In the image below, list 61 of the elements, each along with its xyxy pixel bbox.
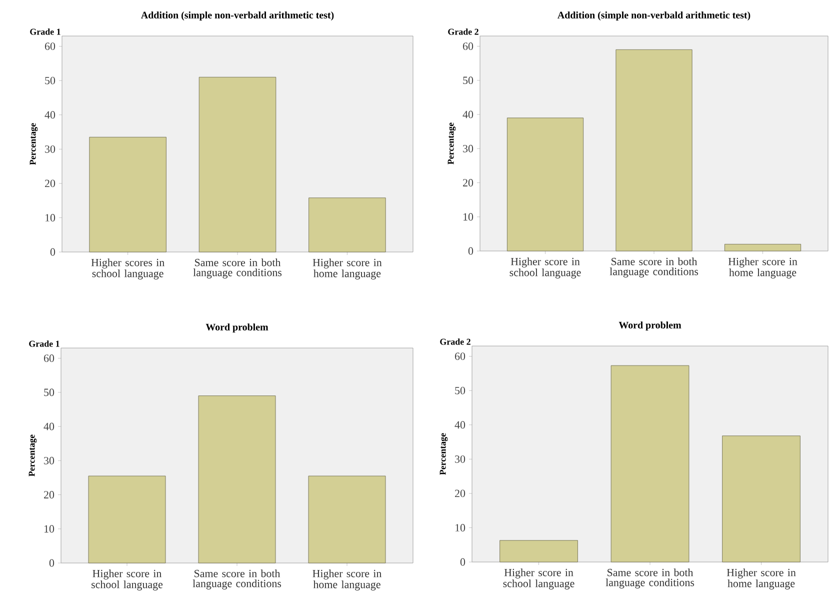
y-tick-label: 30 [44, 456, 54, 464]
chart-title: Word problem [618, 321, 682, 331]
x-tick-label: Same score in both language conditions [610, 258, 698, 278]
bar [198, 76, 276, 252]
chart-subtitle: Grade 1 [30, 28, 60, 35]
y-tick-label: 0 [50, 248, 56, 256]
bar [308, 198, 386, 252]
bar [610, 365, 690, 562]
y-tick-label: 20 [45, 180, 56, 188]
bar [500, 540, 578, 562]
y-tick-label: 30 [45, 145, 56, 153]
x-tick-label: Same score in both language conditions [193, 258, 282, 278]
bar [724, 244, 802, 252]
y-axis-title: Percentage [448, 122, 456, 164]
chart-subtitle: Grade 2 [440, 338, 470, 345]
y-tick-label: 0 [460, 558, 466, 566]
y-tick-label: 60 [44, 42, 56, 50]
x-tick-label: Higher score in school language [503, 568, 574, 590]
bar [89, 136, 166, 252]
chart-title: Word problem [206, 323, 268, 333]
y-tick-label: 20 [44, 491, 54, 498]
x-tick-label: Higher scores in school language [91, 258, 164, 280]
y-tick-label: 0 [49, 559, 54, 567]
y-tick-label: 50 [455, 386, 466, 394]
y-axis-title: Percentage [440, 433, 448, 475]
bar [506, 118, 584, 252]
y-tick-label: 50 [463, 76, 474, 84]
y-tick-label: 20 [463, 179, 474, 186]
y-axis-title: Percentage [30, 123, 38, 165]
y-tick-label: 50 [45, 76, 56, 84]
y-tick-label: 30 [463, 144, 474, 152]
y-tick-label: 60 [44, 354, 54, 362]
y-tick-label: 40 [44, 111, 56, 119]
y-tick-label: 40 [454, 421, 466, 429]
y-axis-title: Percentage [28, 434, 37, 476]
chart-title: Addition (simple non-verbald arithmetic test) [141, 11, 334, 21]
x-tick-label: Higher score in home language [312, 258, 382, 280]
x-tick-label: Same score in both language conditions [606, 568, 694, 588]
x-tick-label: Higher score in school language [510, 258, 581, 278]
y-tick-label: 10 [463, 213, 474, 221]
y-tick-label: 10 [455, 524, 466, 532]
y-tick-label: 40 [44, 422, 54, 430]
y-tick-label: 60 [462, 42, 474, 50]
y-tick-label: 40 [462, 110, 474, 118]
y-tick-label: 0 [468, 247, 474, 255]
x-tick-label: Same score in both language conditions [192, 570, 282, 590]
bar [722, 436, 800, 562]
bar [616, 49, 692, 252]
y-tick-label: 10 [44, 525, 54, 533]
x-tick-label: Higher score in school language [92, 570, 163, 590]
chart-subtitle: Grade 1 [29, 340, 60, 347]
y-tick-label: 50 [44, 388, 54, 396]
chart-title: Addition (simple non-verbald arithmetic test) [558, 11, 750, 20]
y-tick-label: 10 [45, 214, 56, 222]
x-tick-label: Higher score in home language [726, 568, 796, 590]
x-tick-label: Higher score in home language [312, 570, 382, 590]
y-tick-label: 20 [455, 490, 466, 498]
x-tick-label: Higher score in home language [728, 258, 798, 278]
chart-subtitle: Grade 2 [448, 28, 478, 35]
y-tick-label: 60 [454, 352, 466, 360]
y-tick-label: 30 [455, 455, 466, 463]
